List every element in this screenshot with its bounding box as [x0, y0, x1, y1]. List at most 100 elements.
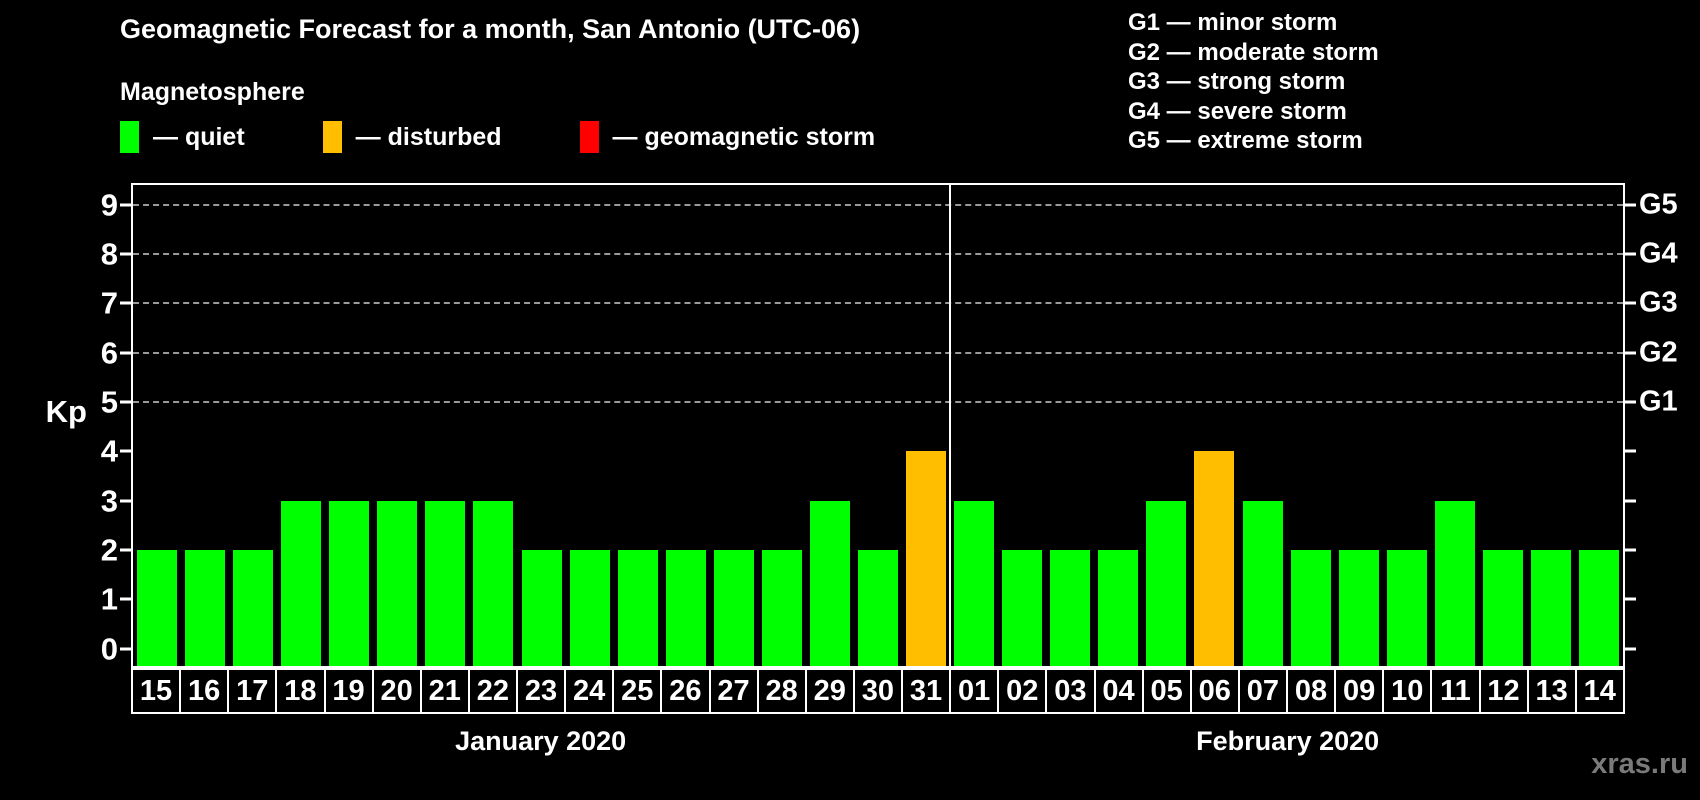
day-label: 17 — [227, 668, 278, 714]
y-axis-tick-label: 4 — [100, 433, 118, 469]
g-scale-legend-line-2: G2 — moderate storm — [1128, 38, 1379, 66]
quiet-swatch — [120, 121, 139, 153]
right-axis-tick — [1625, 351, 1636, 355]
g-scale-tick-label: G5 — [1639, 188, 1678, 221]
kp-bar-day-18 — [281, 500, 322, 666]
day-label: 21 — [419, 668, 470, 714]
day-label: 16 — [179, 668, 230, 714]
kp-bar-day-15 — [137, 550, 178, 666]
day-label: 18 — [275, 668, 326, 714]
geomagnetic-storm-swatch — [579, 121, 599, 153]
kp-bar-day-19 — [329, 500, 370, 666]
day-label: 06 — [1189, 668, 1240, 714]
kp-bar-day-02 — [1002, 550, 1043, 666]
y-axis-tick — [120, 499, 131, 503]
legend-item-disturbed: — disturbed — [322, 121, 502, 153]
y-axis-tick — [120, 203, 131, 207]
y-axis-tick — [120, 351, 131, 355]
kp-bar-day-09 — [1338, 550, 1379, 666]
kp-bar-day-24 — [569, 550, 610, 666]
disturbed-swatch — [322, 121, 342, 153]
g-scale-tick-label: G4 — [1639, 237, 1678, 270]
watermark: xras.ru — [1591, 748, 1688, 780]
month-label: February 2020 — [1196, 726, 1380, 756]
g-scale-tick-label: G3 — [1639, 286, 1678, 319]
legend-label-geomagnetic-storm: — geomagnetic storm — [612, 122, 876, 151]
y-axis-tick-label: 3 — [100, 483, 118, 519]
day-label: 28 — [756, 668, 807, 714]
y-axis-tick-label: 0 — [100, 631, 118, 667]
day-label: 07 — [1237, 668, 1288, 714]
day-label: 02 — [997, 668, 1048, 714]
kp-bar-day-21 — [425, 500, 466, 666]
month-separator — [949, 185, 952, 666]
right-axis-tick — [1625, 252, 1636, 256]
right-axis-tick — [1625, 548, 1636, 552]
day-label: 03 — [1045, 668, 1096, 714]
kp-bar-day-31 — [906, 451, 947, 666]
right-axis-tick — [1625, 499, 1636, 503]
kp-bar-day-27 — [713, 550, 754, 666]
kp-bar-day-14 — [1578, 550, 1619, 666]
y-axis-title: Kp — [45, 394, 87, 429]
day-label: 10 — [1382, 668, 1433, 714]
day-label: 26 — [660, 668, 711, 714]
day-label: 11 — [1430, 668, 1481, 714]
y-axis-tick — [120, 597, 131, 601]
y-axis-tick-label: 9 — [100, 187, 118, 223]
day-label: 25 — [612, 668, 663, 714]
day-label: 23 — [516, 668, 567, 714]
day-label: 31 — [901, 668, 952, 714]
g-scale-legend-line-3: G3 — strong storm — [1128, 68, 1346, 95]
day-label: 04 — [1093, 668, 1144, 714]
g-scale-legend: G1 — minor storm G2 — moderate storm G3 — … — [1128, 8, 1379, 156]
kp-bar-day-16 — [185, 550, 226, 666]
kp-bar-day-10 — [1386, 550, 1427, 666]
legend-item-quiet: — quiet — [120, 121, 245, 153]
day-axis: 15 16 17 18 19 20 21 22 23 24 25 26 27 28 29 30 31 01 02 03… — [131, 668, 1625, 714]
month-label: January 2020 — [455, 726, 627, 756]
day-label: 29 — [804, 668, 855, 714]
legend-label-disturbed: — disturbed — [355, 122, 502, 151]
right-axis-tick — [1625, 597, 1636, 601]
y-axis-tick — [120, 301, 131, 305]
kp-bar-day-23 — [521, 550, 562, 666]
day-label: 20 — [371, 668, 422, 714]
gridline-kp-5 — [133, 401, 1623, 404]
y-axis-tick-label: 6 — [100, 335, 118, 371]
g-scale-legend-line-4: G4 — severe storm — [1128, 97, 1347, 125]
y-axis-tick — [120, 449, 131, 453]
day-label: 08 — [1286, 668, 1337, 714]
gridline-kp-7 — [133, 302, 1623, 305]
day-label: 05 — [1141, 668, 1192, 714]
plot-area: Kp 0 1 2 3 4 5 6 7 8 9 G1 G2 G3 G4 G5 — [46, 183, 1678, 668]
kp-bar-day-05 — [1146, 500, 1187, 666]
g-scale-legend-line-1: G1 — minor storm — [1128, 9, 1338, 36]
kp-bar-day-08 — [1290, 550, 1331, 666]
kp-bar-day-01 — [954, 500, 995, 666]
right-axis-tick — [1625, 203, 1636, 207]
y-axis-tick-label: 2 — [100, 532, 118, 568]
kp-bar-day-26 — [665, 550, 706, 666]
day-label: 22 — [467, 668, 518, 714]
right-axis-tick — [1625, 647, 1636, 651]
g-scale-tick-label: G2 — [1639, 336, 1678, 369]
day-label: 14 — [1574, 668, 1625, 714]
y-axis-tick-label: 8 — [100, 236, 118, 272]
kp-bar-day-30 — [858, 550, 898, 666]
y-axis-tick — [120, 548, 131, 552]
day-label: 24 — [564, 668, 615, 714]
right-axis-tick — [1625, 400, 1636, 404]
right-axis-tick — [1625, 449, 1636, 453]
kp-bar-day-29 — [809, 500, 850, 666]
y-axis-tick — [120, 400, 131, 404]
kp-bar-day-11 — [1434, 500, 1475, 666]
day-label: 09 — [1334, 668, 1385, 714]
g-scale-legend-line-5: G5 — extreme storm — [1128, 127, 1363, 154]
day-label: 01 — [949, 668, 1000, 714]
day-label: 19 — [323, 668, 374, 714]
gridline-kp-9 — [133, 203, 1623, 206]
right-axis-tick — [1625, 301, 1636, 305]
day-label: 13 — [1526, 668, 1577, 714]
